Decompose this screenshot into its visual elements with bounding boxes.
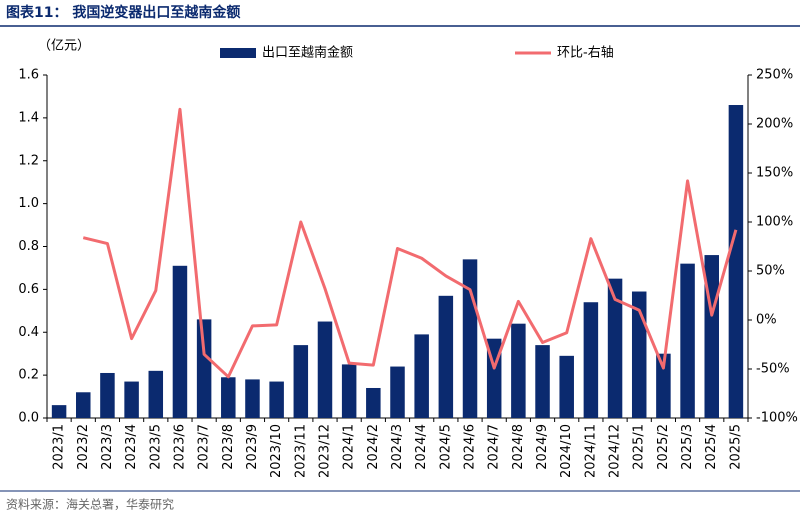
x-tick-label: 2023/6: [172, 424, 187, 470]
bar: [390, 366, 405, 418]
x-tick-label: 2024/5: [438, 424, 453, 470]
bar: [221, 377, 236, 418]
x-tick-label: 2024/9: [535, 424, 550, 470]
bar: [414, 334, 429, 418]
legend-swatch: [220, 48, 256, 58]
x-tick-label: 2025/1: [632, 424, 647, 470]
y-tick-label: 0.8: [18, 239, 39, 254]
bar: [656, 353, 671, 418]
bar: [148, 370, 164, 418]
x-tick-label: 2024/12: [608, 424, 623, 478]
y-tick-label: 0.0: [18, 411, 39, 426]
y-tick-label: 1.4: [18, 110, 39, 125]
bar: [559, 355, 574, 418]
y2-tick-label: 150%: [756, 166, 793, 181]
bar: [511, 323, 526, 418]
x-tick-label: 2025/5: [728, 424, 743, 470]
bar: [438, 295, 454, 418]
bar: [245, 379, 260, 418]
bar: [728, 105, 744, 418]
x-tick-label: 2024/10: [559, 424, 574, 478]
x-tick-label: 2024/8: [511, 424, 526, 470]
bar: [76, 392, 91, 418]
bar: [680, 263, 695, 418]
y2-tick-label: 200%: [756, 117, 793, 132]
y-tick-label: 0.4: [18, 325, 39, 340]
bar: [100, 372, 115, 418]
x-tick-label: 2023/3: [100, 424, 115, 470]
x-tick-label: 2023/10: [269, 424, 284, 478]
x-tick-label: 2023/1: [52, 424, 67, 470]
bar: [293, 345, 309, 418]
bar: [269, 381, 284, 418]
y2-tick-label: -50%: [756, 362, 790, 377]
bar: [535, 345, 550, 418]
bar: [51, 405, 67, 418]
bar: [366, 387, 381, 418]
y-tick-label: 1.2: [18, 153, 39, 168]
x-tick-label: 2025/2: [656, 424, 671, 470]
x-tick-label: 2024/3: [390, 424, 405, 470]
x-tick-label: 2023/12: [317, 424, 332, 478]
bar: [341, 364, 357, 418]
y2-tick-label: 0%: [756, 313, 777, 328]
x-tick-label: 2023/11: [293, 424, 308, 478]
x-tick-label: 2023/7: [197, 424, 212, 470]
x-tick-label: 2023/2: [76, 424, 91, 470]
x-tick-label: 2024/11: [583, 424, 598, 478]
y2-tick-label: 100%: [756, 215, 793, 230]
y2-tick-label: 250%: [756, 68, 793, 83]
y-tick-label: 1.6: [18, 68, 39, 83]
x-tick-label: 2023/4: [124, 424, 139, 470]
title: 图表11： 我国逆变器出口至越南金额: [6, 4, 240, 21]
x-tick-label: 2024/6: [463, 424, 478, 470]
x-tick-label: 2023/9: [245, 424, 260, 470]
bar: [607, 278, 623, 418]
line: [82, 107, 738, 379]
x-tick-label: 2023/8: [221, 424, 236, 470]
bar: [631, 291, 647, 418]
y-tick-label: 0.2: [18, 368, 39, 383]
bar: [172, 265, 188, 418]
bar: [124, 381, 139, 418]
y2-tick-label: -100%: [756, 411, 798, 426]
y-unit-label: （亿元）: [38, 39, 90, 54]
source: 资料来源：海关总署，华泰研究: [6, 497, 174, 512]
legend-label: 出口至越南金额: [262, 45, 353, 61]
x-tick-label: 2024/7: [487, 424, 502, 470]
x-tick-label: 2024/1: [342, 424, 357, 470]
x-tick-label: 2025/4: [704, 424, 719, 470]
y-tick-label: 0.6: [18, 282, 39, 297]
bar: [462, 259, 478, 418]
bar: [583, 302, 599, 418]
y-tick-label: 1.0: [18, 196, 39, 211]
x-tick-label: 2024/2: [366, 424, 381, 470]
bar: [317, 321, 333, 418]
y2-tick-label: 50%: [756, 264, 785, 279]
x-tick-label: 2023/5: [148, 424, 163, 470]
x-tick-label: 2024/4: [414, 424, 429, 470]
x-tick-label: 2025/3: [680, 424, 695, 470]
legend-label: 环比-右轴: [557, 46, 614, 61]
bar: [196, 319, 212, 418]
